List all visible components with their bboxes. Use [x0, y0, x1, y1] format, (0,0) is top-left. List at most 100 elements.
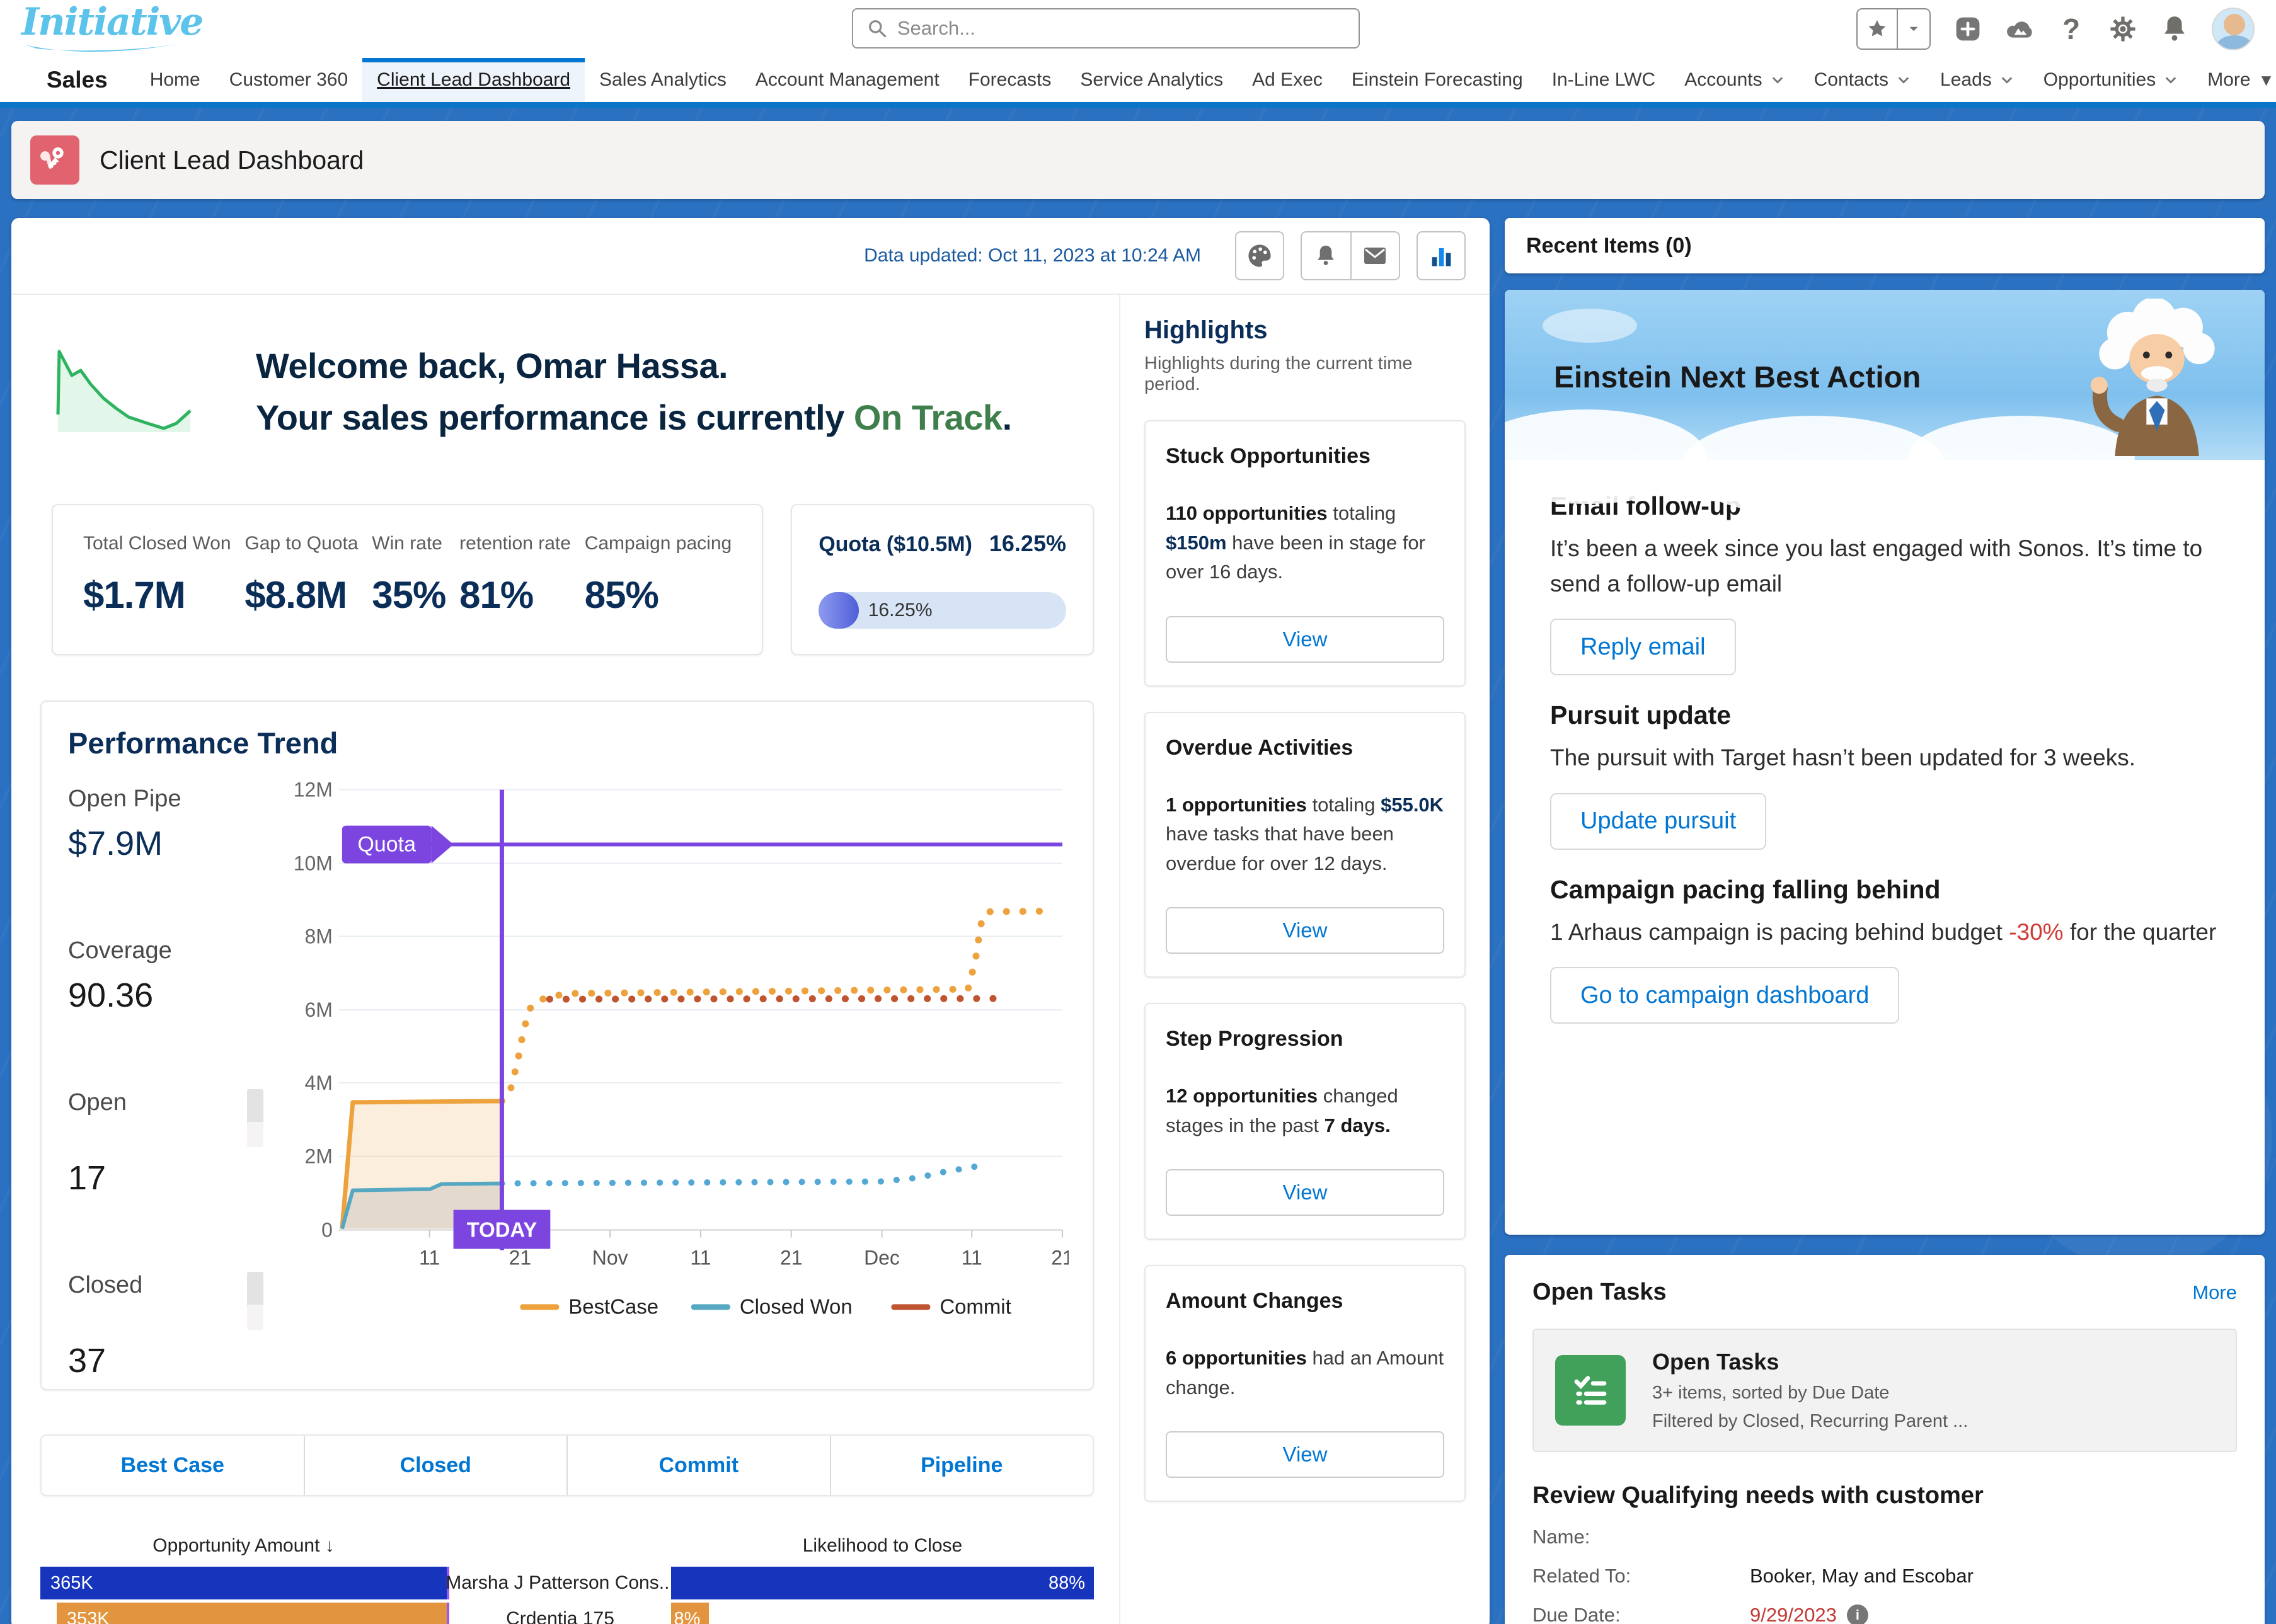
svg-text:11: 11 [690, 1246, 711, 1269]
primary-nav: Sales Home Customer 360 Client Lead Dash… [0, 58, 2276, 102]
user-avatar[interactable] [2212, 8, 2255, 50]
nav-item-accounts[interactable]: Accounts [1670, 58, 1799, 102]
svg-text:2M: 2M [305, 1145, 333, 1168]
tasks-summary-title: Open Tasks [1652, 1349, 1779, 1375]
open-tasks-title: Open Tasks [1532, 1279, 1667, 1305]
theme-palette-button[interactable] [1235, 231, 1284, 280]
open-mini-scrollbar[interactable] [247, 1089, 263, 1147]
view-button[interactable]: View [1166, 1431, 1444, 1478]
trailhead-button[interactable] [2005, 14, 2034, 43]
view-button[interactable]: View [1166, 1169, 1444, 1216]
table-row[interactable]: 365K Marsha J Patterson Cons... 88% [40, 1567, 1094, 1599]
einstein-next-best-action-card: Einstein Next Best Action Email follow-u… [1505, 290, 2265, 1235]
page-header: Client Lead Dashboard [11, 121, 2265, 199]
logo-text: Initiative [21, 0, 204, 44]
help-icon[interactable]: ? [2062, 13, 2081, 45]
email-button[interactable] [1350, 232, 1399, 279]
info-icon[interactable]: i [1846, 1604, 1868, 1624]
tab-closed[interactable]: Closed [303, 1436, 567, 1495]
closed-mini-scrollbar[interactable] [247, 1272, 263, 1330]
chart-view-button[interactable] [1417, 231, 1466, 280]
nav-item-contacts[interactable]: Contacts [1800, 58, 1926, 102]
notifications-button[interactable] [2160, 14, 2189, 43]
nav-item-more[interactable]: More ▼ [2207, 69, 2275, 90]
svg-text:4M: 4M [305, 1072, 333, 1094]
search-input[interactable] [897, 17, 1345, 40]
svg-text:Commit: Commit [940, 1295, 1011, 1318]
nav-item-sales-analytics[interactable]: Sales Analytics [599, 69, 727, 90]
open-tasks-summary[interactable]: Open Tasks 3+ items, sorted by Due Date … [1532, 1329, 2237, 1452]
global-search[interactable] [852, 8, 1360, 49]
go-to-campaign-dashboard-button[interactable]: Go to campaign dashboard [1550, 967, 1900, 1024]
opportunity-name: Crdentia 175 [447, 1603, 671, 1624]
page-title: Client Lead Dashboard [100, 145, 364, 174]
bestcase-projected-line [498, 907, 1052, 1105]
kpi-total-closed-won: Total Closed Won $1.7M [83, 533, 231, 616]
dashboard-toolbar: Data updated: Oct 11, 2023 at 10:24 AM [11, 218, 1490, 295]
app-launcher-icon[interactable] [21, 66, 30, 94]
task-title[interactable]: Review Qualifying needs with customer [1532, 1482, 1984, 1509]
status-on-track: On Track [853, 397, 1003, 437]
stat-open-label: Open [68, 1089, 127, 1116]
quota-progress-bar: 16.25% [819, 592, 1066, 629]
dashboard-main-card: Data updated: Oct 11, 2023 at 10:24 AM W… [11, 218, 1490, 1624]
forecast-tabs: Best Case Closed Commit Pipeline [40, 1434, 1094, 1496]
recent-items-card[interactable]: Recent Items (0) [1505, 218, 2265, 273]
nav-item-customer-360[interactable]: Customer 360 [229, 69, 348, 90]
setup-button[interactable] [2108, 14, 2137, 43]
favorites-button[interactable] [1856, 8, 1931, 50]
nav-item-ad-exec[interactable]: Ad Exec [1252, 69, 1323, 90]
reply-email-button[interactable]: Reply email [1550, 619, 1736, 675]
svg-text:11: 11 [419, 1246, 440, 1269]
svg-text:6M: 6M [305, 998, 333, 1021]
highlight-card-overdue-activities: Overdue Activities 1 opportunities total… [1144, 711, 1466, 978]
einstein-header: Einstein Next Best Action [1505, 290, 2265, 517]
svg-text:Closed Won: Closed Won [740, 1295, 853, 1318]
svg-text:TODAY: TODAY [467, 1218, 537, 1242]
commit-projected-line [546, 995, 997, 1003]
nav-item-opportunities[interactable]: Opportunities [2029, 58, 2193, 102]
svg-text:21: 21 [1051, 1246, 1069, 1269]
tab-commit[interactable]: Commit [566, 1436, 830, 1495]
stat-open-value: 17 [68, 1159, 106, 1197]
view-button[interactable]: View [1166, 907, 1444, 954]
svg-text:8M: 8M [305, 925, 333, 947]
quota-percent: 16.25% [989, 530, 1066, 556]
svg-text:0: 0 [321, 1219, 333, 1242]
amount-bar: 353K [56, 1603, 447, 1624]
performance-trend-chart[interactable]: 12M 10M 8M 6M 4M 2M 0 [289, 777, 1069, 1331]
nav-item-home[interactable]: Home [149, 69, 200, 90]
nav-item-in-line-lwc[interactable]: In-Line LWC [1551, 69, 1656, 90]
action-heading-campaign-pacing: Campaign pacing falling behind [1550, 874, 1941, 904]
trailhead-cloud-icon [2007, 21, 2032, 38]
stat-coverage-label: Coverage [68, 937, 172, 964]
chevron-down-icon [2165, 77, 2176, 84]
subscribe-bell-button[interactable] [1302, 232, 1350, 279]
tab-best-case[interactable]: Best Case [120, 1453, 224, 1477]
nav-item-service-analytics[interactable]: Service Analytics [1080, 69, 1224, 90]
kpi-win-rate: Win rate 35% [372, 533, 446, 616]
quick-add-button[interactable] [1953, 14, 1982, 43]
nav-item-einstein-forecasting[interactable]: Einstein Forecasting [1351, 69, 1523, 90]
nav-item-client-lead-dashboard[interactable]: Client Lead Dashboard [362, 58, 585, 102]
quota-progress-fill [819, 592, 859, 629]
stat-open-pipe-value: $7.9M [68, 825, 163, 862]
kpi-campaign-pacing: Campaign pacing 85% [584, 533, 732, 616]
task-field-name: Name: [1532, 1526, 1590, 1548]
stat-open-pipe-label: Open Pipe [68, 786, 181, 812]
performance-stats: Open Pipe $7.9M Coverage 90.36 Open 17 C… [68, 777, 289, 1380]
view-button[interactable]: View [1166, 615, 1444, 663]
closedwon-projected-line [498, 1162, 983, 1187]
palette-icon [1248, 244, 1271, 267]
quota-progress-label: 16.25% [868, 600, 933, 620]
tab-pipeline[interactable]: Pipeline [829, 1436, 1093, 1495]
nav-item-account-management[interactable]: Account Management [755, 69, 940, 90]
bestcase-actual-line [340, 1099, 502, 1229]
nav-item-leads[interactable]: Leads [1926, 58, 2029, 102]
nav-item-forecasts[interactable]: Forecasts [968, 69, 1052, 90]
update-pursuit-button[interactable]: Update pursuit [1550, 792, 1767, 850]
amount-bar: 365K [40, 1567, 447, 1599]
search-icon [869, 20, 887, 38]
table-row[interactable]: 353K Crdentia 175 8% [40, 1603, 1094, 1624]
open-tasks-more-link[interactable]: More [2192, 1281, 2237, 1303]
